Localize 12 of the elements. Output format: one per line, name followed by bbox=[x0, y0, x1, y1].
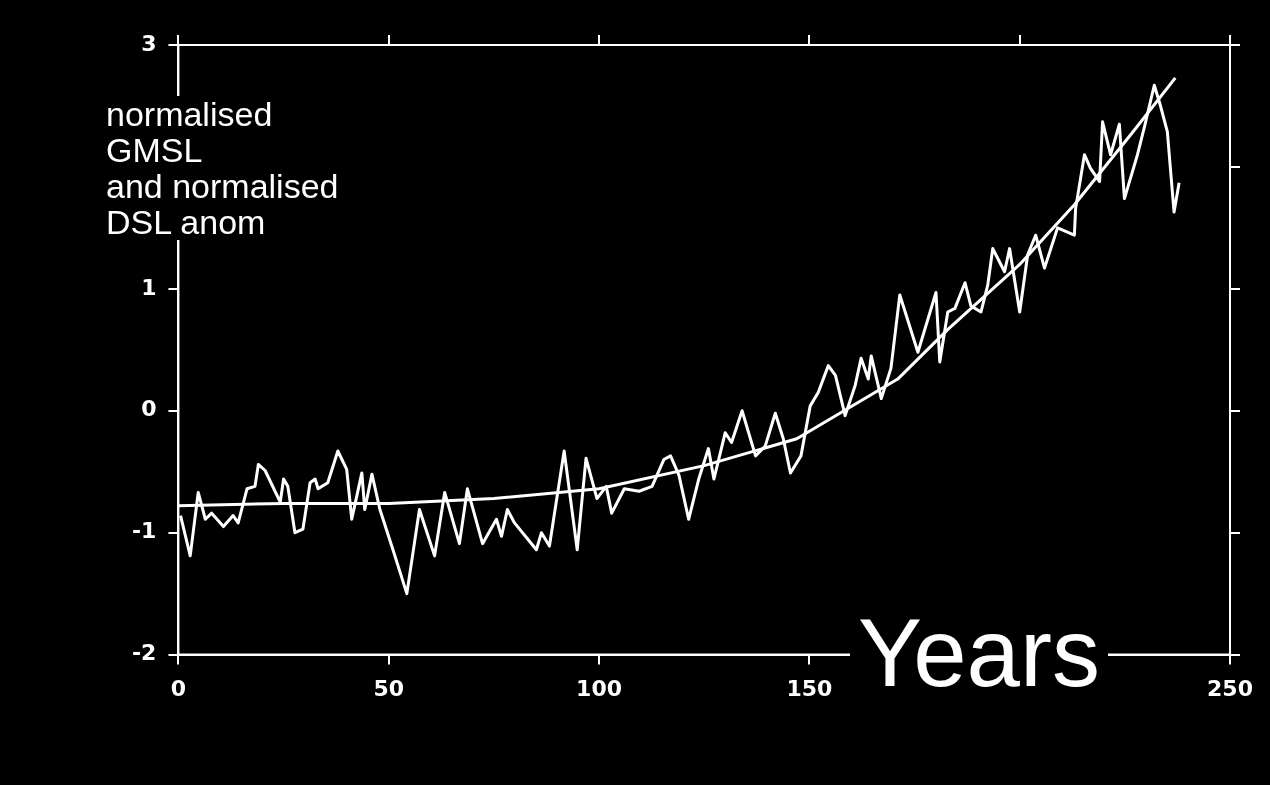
x-axis-title: Years bbox=[857, 599, 1101, 706]
x-tick-label: 0 bbox=[170, 675, 187, 701]
y-tick-label: -1 bbox=[131, 518, 157, 544]
y-tick-label: 0 bbox=[141, 396, 157, 422]
y-tick-label: 1 bbox=[141, 274, 157, 300]
x-tick-label: 50 bbox=[373, 675, 405, 701]
y-tick-label: 3 bbox=[141, 30, 157, 56]
x-tick-label: 250 bbox=[1207, 675, 1253, 701]
x-tick-label: 150 bbox=[786, 675, 833, 701]
y-tick-label: -2 bbox=[131, 640, 157, 666]
y-axis-title: normalised GMSL and normalised DSL anom bbox=[106, 95, 339, 241]
x-tick-label: 100 bbox=[576, 675, 623, 701]
